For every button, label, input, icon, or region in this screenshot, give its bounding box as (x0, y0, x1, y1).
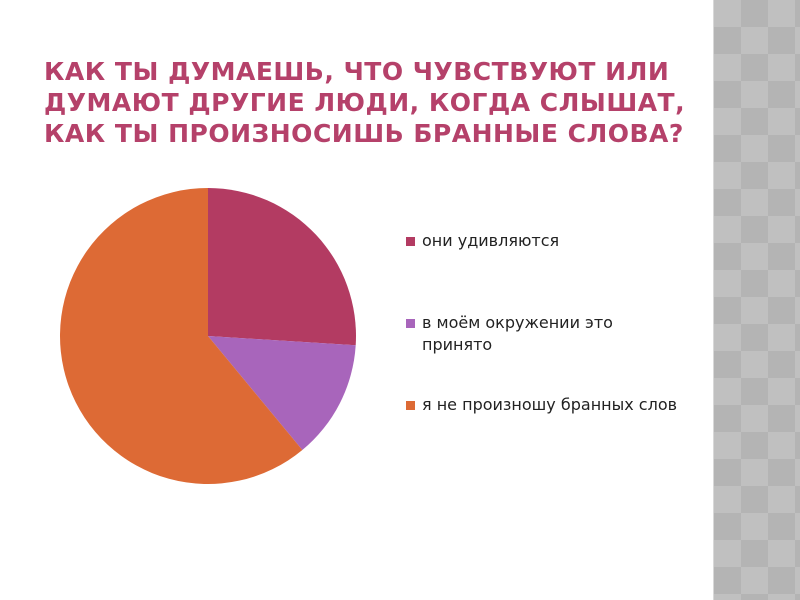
legend-item: в моём окружении это принято (406, 312, 686, 356)
pie-slice (60, 188, 303, 484)
pie-slice (208, 188, 356, 346)
pie-slice (208, 336, 356, 451)
legend-label: они удивляются (422, 231, 560, 250)
legend-swatch (406, 237, 415, 246)
legend: они удивляются в моём окружении это прин… (406, 230, 686, 416)
legend-swatch (406, 401, 415, 410)
slide-title: КАК ТЫ ДУМАЕШЬ, ЧТО ЧУВСТВУЮТ ИЛИ ДУМАЮТ… (44, 57, 686, 148)
decorative-pattern-panel (713, 0, 800, 600)
legend-label: я не произношу бранных слов (422, 395, 678, 414)
legend-label: в моём окружении это принято (422, 313, 613, 354)
legend-item: я не произношу бранных слов (406, 394, 686, 416)
legend-item: они удивляются (406, 230, 686, 252)
legend-swatch (406, 319, 415, 328)
